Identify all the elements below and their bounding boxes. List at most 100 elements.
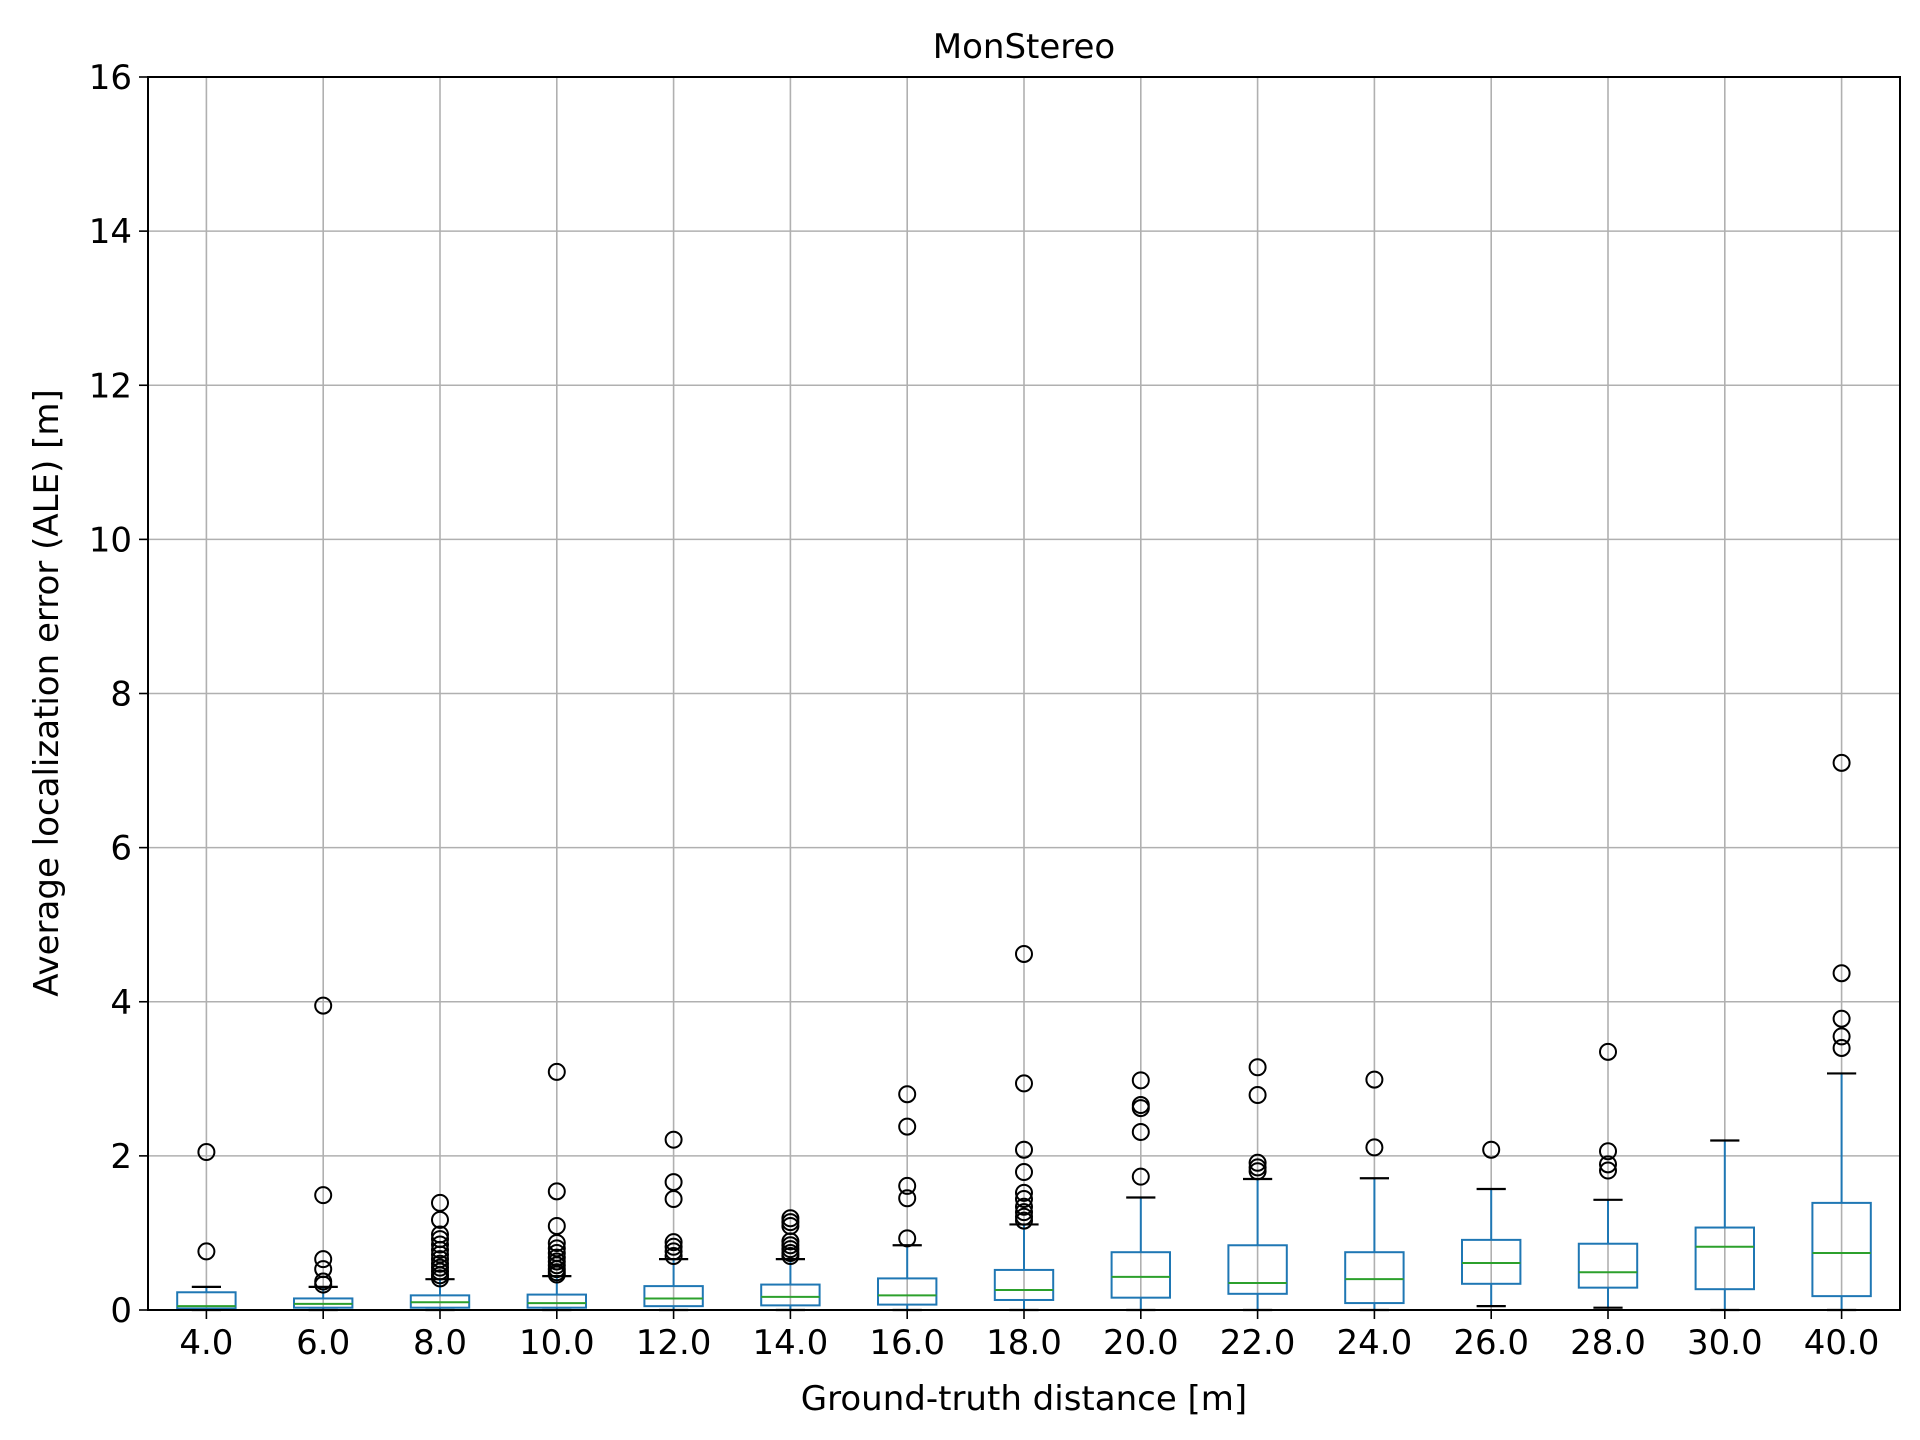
outlier-point — [1015, 1203, 1033, 1222]
outlier-point — [1482, 1140, 1501, 1159]
outlier-point — [431, 1240, 449, 1259]
y-tick-label: 6 — [110, 829, 132, 869]
x-tick-label: 8.0 — [413, 1323, 467, 1363]
iqr-box — [1811, 1201, 1872, 1298]
x-tick-label: 28.0 — [1570, 1323, 1646, 1363]
y-tick-label: 12 — [89, 366, 132, 406]
outlier-point — [1832, 1009, 1851, 1028]
x-tick-label: 10.0 — [519, 1323, 595, 1363]
iqr-box — [1461, 1238, 1522, 1285]
box-14-0 — [760, 1209, 821, 1312]
x-tick-label: 4.0 — [179, 1323, 233, 1363]
y-tick-label: 14 — [89, 212, 132, 252]
axis-ticks: 0 2 4 6 8 10 12 14 16 4.0 6.0 8.0 10.0 12.0 14.0 16.0 18… — [89, 58, 1880, 1363]
box-26-0 — [1461, 1140, 1522, 1308]
iqr-box — [1227, 1244, 1288, 1295]
y-tick-label: 0 — [110, 1291, 132, 1331]
iqr-box — [1577, 1242, 1639, 1289]
outlier-point — [314, 1186, 333, 1205]
outlier-point — [898, 1085, 917, 1104]
outlier-point — [664, 1130, 683, 1149]
box-28-0 — [1577, 1042, 1639, 1309]
x-tick-label: 16.0 — [869, 1323, 945, 1363]
outlier-point — [1248, 1058, 1267, 1077]
outlier-point — [898, 1229, 917, 1248]
iqr-box — [1110, 1251, 1171, 1299]
x-tick-label: 24.0 — [1337, 1323, 1413, 1363]
x-tick-label: 6.0 — [296, 1323, 350, 1363]
y-tick-label: 16 — [89, 58, 132, 98]
iqr-box — [526, 1293, 587, 1309]
outlier-point — [664, 1190, 683, 1209]
outlier-point — [547, 1265, 566, 1284]
y-axis-label: Average localization error (ALE) [m] — [27, 389, 67, 997]
outlier-point — [1015, 1163, 1033, 1182]
outlier-point — [547, 1233, 566, 1252]
y-tick-label: 2 — [110, 1137, 132, 1177]
x-tick-label: 26.0 — [1453, 1323, 1529, 1363]
outlier-point — [1015, 1183, 1033, 1202]
outlier-point — [1131, 1122, 1150, 1141]
iqr-box — [1344, 1251, 1405, 1305]
grid-lines — [148, 76, 1900, 1311]
outlier-point — [314, 1275, 333, 1294]
outlier-point — [547, 1182, 566, 1201]
iqr-box — [993, 1268, 1055, 1301]
x-tick-label: 22.0 — [1220, 1323, 1296, 1363]
box-24-0 — [1344, 1070, 1405, 1312]
outlier-point — [197, 1242, 216, 1261]
outlier-point — [1015, 944, 1033, 963]
outlier-point — [1365, 1070, 1384, 1089]
outlier-point — [664, 1237, 683, 1256]
x-tick-label: 30.0 — [1687, 1323, 1763, 1363]
x-tick-label: 20.0 — [1103, 1323, 1179, 1363]
outlier-point — [1015, 1211, 1033, 1230]
outlier-point — [664, 1247, 683, 1266]
x-tick-label: 12.0 — [636, 1323, 712, 1363]
outlier-point — [898, 1117, 917, 1136]
outlier-point — [1015, 1074, 1033, 1093]
outlier-point — [664, 1242, 683, 1261]
iqr-box — [643, 1285, 704, 1308]
iqr-box — [760, 1283, 821, 1307]
chart-title: MonStereo — [933, 27, 1115, 67]
outlier-point — [1248, 1153, 1267, 1172]
box-12-0 — [643, 1130, 704, 1312]
outlier-point — [1599, 1161, 1617, 1180]
outlier-point — [1015, 1140, 1033, 1159]
outlier-point — [1832, 753, 1851, 772]
box-4-0 — [176, 1143, 237, 1312]
outlier-point — [1599, 1042, 1617, 1061]
outlier-point — [898, 1189, 917, 1208]
x-tick-label: 18.0 — [986, 1323, 1062, 1363]
box-20-0 — [1110, 1071, 1171, 1312]
outlier-point — [1832, 1038, 1851, 1057]
outlier-point — [781, 1247, 800, 1266]
outlier-point — [1131, 1167, 1150, 1186]
x-axis-label: Ground-truth distance [m] — [801, 1379, 1247, 1419]
outlier-point — [1015, 1190, 1033, 1209]
outlier-point — [898, 1176, 917, 1195]
outlier-point — [1248, 1162, 1267, 1181]
outlier-point — [314, 996, 333, 1015]
outlier-point — [1131, 1071, 1150, 1090]
outlier-point — [1599, 1142, 1617, 1161]
y-tick-label: 4 — [110, 983, 132, 1023]
x-tick-label: 40.0 — [1804, 1323, 1880, 1363]
outlier-point — [197, 1143, 216, 1162]
iqr-box — [176, 1291, 237, 1310]
outlier-point — [431, 1210, 449, 1229]
outlier-point — [1599, 1155, 1617, 1174]
y-tick-label: 8 — [110, 675, 132, 715]
outlier-point — [1248, 1085, 1267, 1104]
outlier-point — [1832, 964, 1851, 983]
iqr-box — [1694, 1226, 1755, 1291]
outlier-point — [314, 1250, 333, 1269]
box-series — [176, 753, 1872, 1312]
outlier-point — [547, 1062, 566, 1081]
x-tick-label: 14.0 — [753, 1323, 829, 1363]
outlier-point — [1131, 1099, 1150, 1118]
outlier-point — [1015, 1197, 1033, 1216]
